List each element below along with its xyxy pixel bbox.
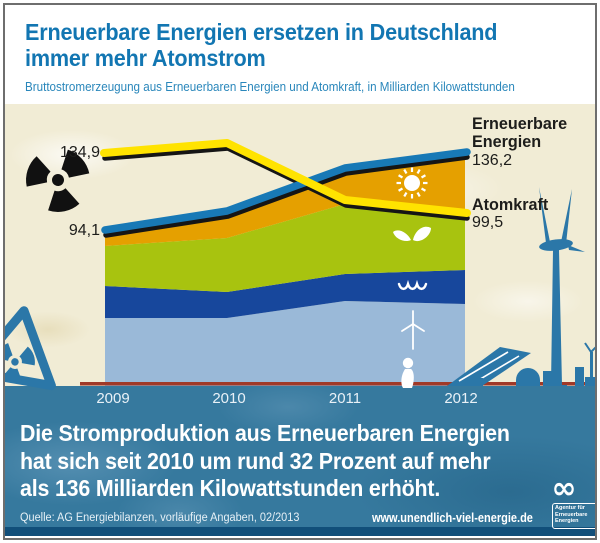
leaf-icon <box>393 226 431 242</box>
turbine-nacelle <box>539 239 573 251</box>
biomass-layer <box>105 204 465 292</box>
ee-line-shadow <box>103 154 470 238</box>
ee-line <box>101 148 471 234</box>
atom-line <box>100 139 471 217</box>
wind-layer <box>105 301 465 386</box>
infinity-logo-icon: ∞ <box>551 471 577 506</box>
turbine-blade-right <box>561 189 572 244</box>
website-url[interactable]: www.unendlich-viel-energie.de <box>372 511 533 525</box>
source-note: Quelle: AG Energiebilanzen, vorläufige A… <box>20 512 300 524</box>
baseline <box>80 382 595 386</box>
infographic-canvas: Erneuerbare Energien ersetzen in Deutsch… <box>5 5 595 538</box>
logo-line-1: Agentur für <box>555 505 585 511</box>
x-axis-label-2010: 2010 <box>212 390 246 407</box>
logo-line-3: Energien <box>555 518 579 524</box>
turbine-tail <box>568 245 585 252</box>
statement-line-1: Die Stromproduktion aus Erneuerbaren Ene… <box>20 420 510 446</box>
turbine-tower <box>546 250 567 386</box>
ee-end-value-label: 136,2 <box>472 152 513 169</box>
statement-line-2: hat sich seit 2010 um rund 32 Prozent au… <box>20 447 491 474</box>
bottom-strip <box>5 527 595 536</box>
atom-end-value-label: 99,5 <box>472 214 504 231</box>
infographic-frame: Erneuerbare Energien ersetzen in Deutsch… <box>3 3 597 540</box>
title-line-2: immer mehr Atomstrom <box>25 45 266 71</box>
small-wind-turbine-icon <box>401 310 425 350</box>
title-line-1: Erneuerbare Energien ersetzen in Deutsch… <box>25 19 498 45</box>
radioactive-warning-sign-icon <box>5 306 56 391</box>
x-axis-label-2009: 2009 <box>96 390 130 407</box>
hydro-layer <box>105 270 465 318</box>
city-skyline-silhouette <box>470 342 595 386</box>
page-subtitle: Bruttostromerzeugung aus Erneuerbaren En… <box>25 80 515 94</box>
chart-graphic <box>5 139 595 391</box>
atom-start-value-label: 134,9 <box>59 144 100 161</box>
radioactive-icon <box>26 149 90 212</box>
logo-line-2: Erneuerbare <box>555 511 588 518</box>
statement-line-3: als 136 Milliarden Kilowattstunden erhöh… <box>20 475 441 501</box>
agency-logo: Agentur für Erneuerbare Energien <box>552 503 595 529</box>
x-axis-label-2012: 2012 <box>444 390 478 407</box>
atom-line-shadow <box>102 145 470 221</box>
ee-start-value-label: 94,1 <box>68 222 100 239</box>
person-icon <box>401 357 414 388</box>
legend-atomkraft: Atomkraft <box>472 195 549 214</box>
wind-turbine-silhouette <box>539 187 585 386</box>
legend-erneuerbare-energien: Erneuerbare Energien <box>472 114 568 151</box>
turbine-blade-left <box>539 187 550 243</box>
header-background <box>5 5 595 104</box>
water-wave-icon <box>397 279 428 291</box>
page-title: Erneuerbare Energien ersetzen in Deutsch… <box>25 19 551 71</box>
x-axis-label-2011: 2011 <box>328 390 362 407</box>
key-statement: Die Stromproduktion aus Erneuerbaren Ene… <box>20 420 510 503</box>
sun-icon <box>396 167 428 199</box>
banner-background <box>5 386 595 527</box>
